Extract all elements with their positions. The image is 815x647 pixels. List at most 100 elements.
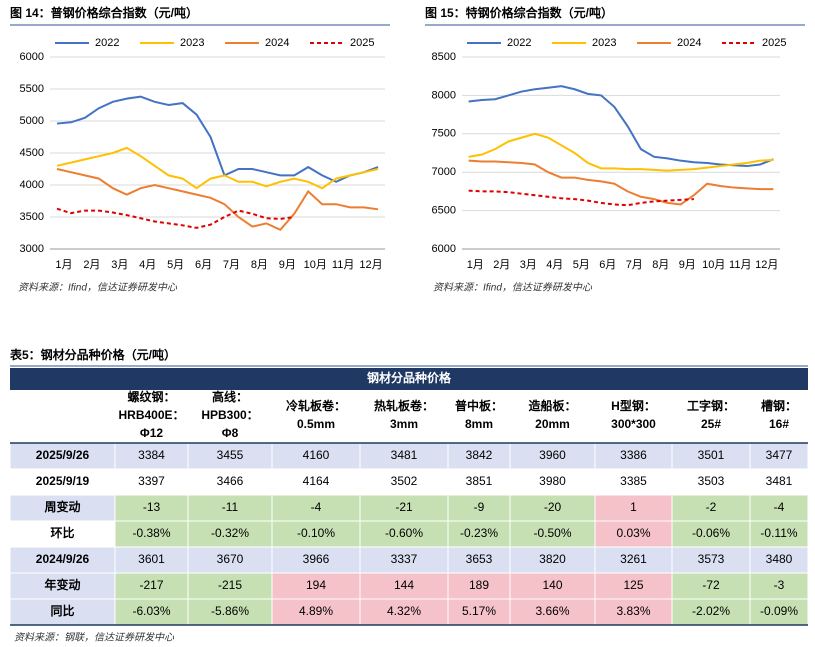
cell-value: 3337 <box>391 552 418 566</box>
y-tick-label: 8000 <box>432 89 456 101</box>
cell-value: -72 <box>702 578 720 592</box>
chart-source: 资料来源：Ifind，信达证券研发中心 <box>433 282 593 294</box>
cell-value: 3480 <box>766 552 793 566</box>
cell-value: -21 <box>395 500 413 514</box>
x-tick-label: 1月 <box>55 259 72 271</box>
x-tick-label: 9月 <box>679 259 696 271</box>
table-cell <box>671 546 751 574</box>
column-header: 热轧板卷： <box>374 398 434 413</box>
x-tick-label: 2月 <box>83 259 100 271</box>
cell-value: -2.02% <box>692 604 730 618</box>
column-header: 20mm <box>535 417 570 431</box>
x-tick-label: 6月 <box>599 259 616 271</box>
table-caption: 表5：钢材分品种价格（元/吨） <box>9 347 176 362</box>
table-cell <box>187 546 273 574</box>
column-header: 25# <box>701 417 721 431</box>
row-label: 同比 <box>50 603 74 618</box>
cell-value: -9 <box>474 500 485 514</box>
x-tick-label: 4月 <box>139 259 156 271</box>
table-cell <box>114 468 189 496</box>
cell-value: -4 <box>774 500 785 514</box>
cell-value: -4 <box>311 500 322 514</box>
series-line <box>56 95 379 183</box>
x-tick-label: 11月 <box>729 259 751 271</box>
cell-value: 4164 <box>303 474 330 488</box>
cell-value: -217 <box>139 578 163 592</box>
table-cell <box>271 546 361 574</box>
cell-value: 3455 <box>217 448 244 462</box>
column-header: 3mm <box>390 417 418 431</box>
table-cell <box>594 520 673 548</box>
x-tick-label: 12月 <box>755 259 778 271</box>
cell-value: 3960 <box>539 448 566 462</box>
legend-label: 2023 <box>592 37 616 49</box>
cell-value: 3601 <box>138 552 165 566</box>
legend-label: 2022 <box>507 37 531 49</box>
column-header: 工字钢： <box>687 398 735 413</box>
column-header: 螺纹钢： <box>127 389 175 404</box>
x-tick-label: 8月 <box>251 259 268 271</box>
table-cell <box>447 598 511 626</box>
x-tick-label: 5月 <box>573 259 590 271</box>
table-cell <box>114 494 189 522</box>
cell-value: 125 <box>623 578 643 592</box>
cell-value: 194 <box>306 578 326 592</box>
cell-value: -0.10% <box>297 526 335 540</box>
y-tick-label: 3500 <box>20 211 44 223</box>
table-cell <box>187 442 273 470</box>
legend-label: 2024 <box>677 37 701 49</box>
y-tick-label: 5500 <box>20 83 44 95</box>
table-cell <box>271 494 361 522</box>
cell-value: 3384 <box>138 448 165 462</box>
cell-value: -5.86% <box>211 604 249 618</box>
cell-value: 3851 <box>466 474 493 488</box>
x-tick-label: 1月 <box>467 259 484 271</box>
table-cell <box>671 572 751 600</box>
y-tick-label: 6000 <box>432 243 456 255</box>
x-tick-label: 5月 <box>167 259 184 271</box>
x-tick-label: 7月 <box>223 259 240 271</box>
table-cell <box>749 520 809 548</box>
y-tick-label: 6500 <box>432 205 456 217</box>
legend-label: 2024 <box>265 37 289 49</box>
cell-value: 140 <box>542 578 562 592</box>
table-cell <box>114 546 189 574</box>
column-header: 普中板： <box>455 398 503 413</box>
cell-value: -11 <box>222 500 239 514</box>
cell-value: 0.03% <box>616 526 650 540</box>
table-cell <box>749 468 809 496</box>
table-cell <box>671 598 751 626</box>
table-cell <box>359 520 449 548</box>
cell-value: 3573 <box>698 552 725 566</box>
cell-value: 3385 <box>620 474 647 488</box>
cell-value: 3501 <box>698 448 725 462</box>
table-cell <box>271 572 361 600</box>
cell-value: 3466 <box>217 474 244 488</box>
table-title-bar <box>10 368 808 390</box>
table-cell <box>187 520 273 548</box>
table-cell <box>271 520 361 548</box>
x-tick-label: 11月 <box>332 259 354 271</box>
table-cell <box>9 494 116 522</box>
column-header: HPB300： <box>201 408 258 422</box>
row-label: 2025/9/26 <box>36 448 90 462</box>
column-header: 8mm <box>465 417 493 431</box>
column-header: HRB400E： <box>118 408 184 422</box>
column-header: 造船板： <box>528 398 576 413</box>
cell-value: 1 <box>630 500 637 514</box>
x-tick-label: 10月 <box>304 259 327 271</box>
x-tick-label: 10月 <box>702 259 725 271</box>
table-cell <box>749 494 809 522</box>
row-label: 周变动 <box>44 499 80 514</box>
cell-value: 144 <box>394 578 414 592</box>
row-label: 环比 <box>50 525 74 540</box>
y-tick-label: 7500 <box>432 128 456 140</box>
y-tick-label: 6000 <box>20 51 44 63</box>
table-cell <box>749 598 809 626</box>
table-cell <box>509 598 596 626</box>
cell-value: 3.66% <box>535 604 569 618</box>
cell-value: 3503 <box>698 474 725 488</box>
cell-value: -20 <box>544 500 562 514</box>
x-tick-label: 6月 <box>195 259 212 271</box>
